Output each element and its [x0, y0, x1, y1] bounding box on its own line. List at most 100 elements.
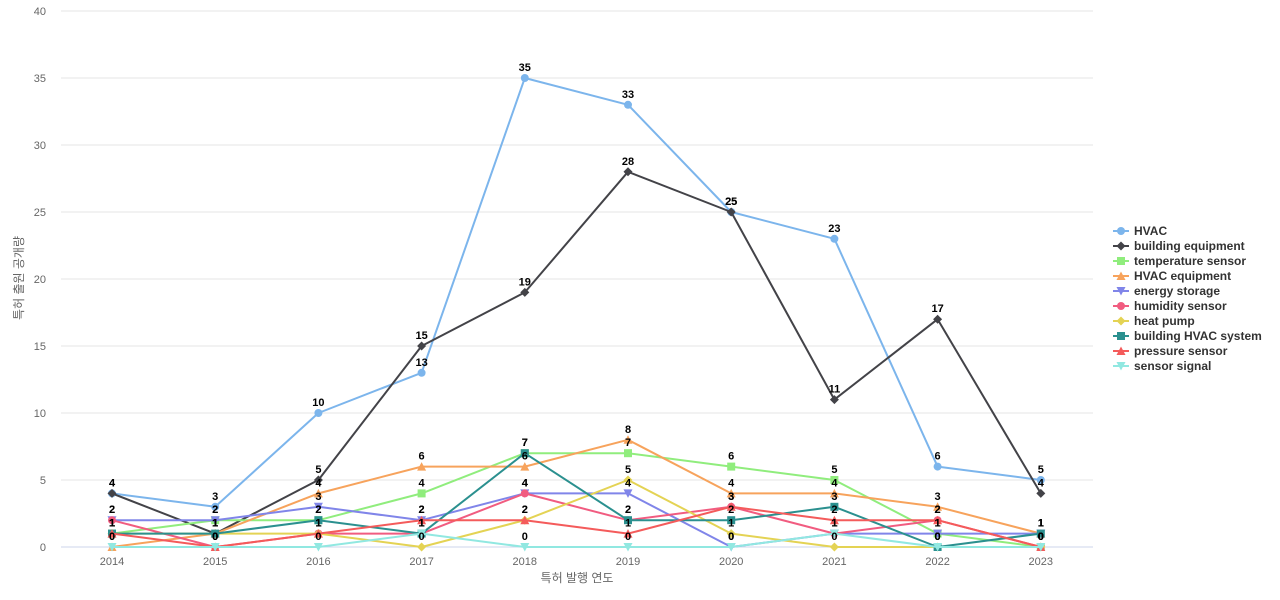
data-label: 0	[935, 531, 941, 543]
data-point	[933, 543, 943, 552]
data-label: 5	[625, 464, 631, 476]
data-label: 1	[935, 518, 941, 530]
data-point	[108, 516, 116, 525]
data-point	[933, 502, 943, 511]
data-point	[933, 462, 942, 471]
y-axis-ticks: 0 5 10 15 20 25 30 35 40	[34, 6, 46, 554]
data-label: 1	[315, 518, 321, 530]
data-point	[107, 488, 117, 498]
data-point	[933, 529, 943, 539]
data-point	[313, 475, 323, 485]
data-point	[829, 515, 839, 525]
x-tick-label: 2016	[306, 556, 330, 568]
x-tick-label: 2022	[925, 556, 949, 568]
data-label: 7	[522, 437, 528, 449]
data-point	[520, 515, 530, 525]
data-label: 1	[109, 518, 115, 530]
data-label: 17	[931, 303, 943, 315]
data-label: 8	[625, 424, 631, 436]
data-label: 3	[728, 491, 734, 503]
data-label: 7	[522, 437, 528, 449]
legend-item[interactable]: humidity sensor	[1113, 299, 1227, 313]
data-label: 2	[212, 504, 218, 516]
data-point	[623, 543, 633, 552]
data-label: 1	[1038, 518, 1044, 530]
legend-label: building equipment	[1134, 239, 1245, 253]
legend-item[interactable]: HVAC	[1113, 224, 1167, 238]
data-point	[726, 207, 736, 217]
data-label: 4	[109, 477, 116, 489]
legend-label: pressure sensor	[1134, 344, 1228, 358]
data-point	[726, 488, 736, 498]
data-point	[829, 529, 839, 539]
legend-item[interactable]: pressure sensor	[1113, 344, 1228, 358]
series-line	[112, 532, 1041, 548]
data-label: 0	[419, 531, 425, 543]
data-label: 1	[935, 518, 941, 530]
data-label: 2	[522, 504, 528, 516]
x-axis-title: 특허 발행 연도	[541, 570, 614, 585]
y-tick-label: 20	[34, 274, 46, 286]
data-point	[830, 476, 839, 484]
data-label: 1	[831, 518, 837, 530]
y-tick-label: 15	[34, 341, 46, 353]
legend-item[interactable]: building equipment	[1113, 239, 1245, 253]
data-label: 0	[1038, 531, 1044, 543]
data-point	[1036, 543, 1046, 552]
data-label: 0	[212, 531, 218, 543]
data-label: 1	[212, 518, 218, 530]
data-point	[417, 489, 426, 498]
data-point	[623, 489, 633, 498]
legend-item[interactable]: temperature sensor	[1113, 254, 1246, 268]
data-point	[726, 543, 736, 552]
legend-marker	[1117, 332, 1125, 340]
legend-item[interactable]: heat pump	[1113, 314, 1195, 328]
data-label: 1	[831, 518, 837, 530]
data-point	[726, 529, 736, 539]
data-label: 0	[1038, 531, 1044, 543]
data-point	[933, 314, 943, 324]
series-layer	[107, 74, 1046, 552]
legend-item[interactable]: sensor signal	[1113, 359, 1211, 373]
data-point	[624, 516, 632, 525]
data-label: 4	[109, 477, 116, 489]
data-point	[520, 489, 529, 498]
data-label: 0	[212, 531, 218, 543]
data-point	[624, 449, 632, 458]
data-point	[417, 529, 427, 539]
legend-label: energy storage	[1134, 284, 1220, 298]
series-line	[112, 479, 1041, 548]
legend-item[interactable]: HVAC equipment	[1113, 269, 1231, 283]
series-line	[111, 505, 1042, 548]
data-label: 6	[935, 451, 941, 463]
data-point	[313, 488, 323, 498]
data-label: 2	[625, 504, 631, 516]
data-label: 0	[522, 531, 528, 543]
data-label: 4	[315, 477, 322, 489]
legend-item[interactable]: energy storage	[1113, 284, 1220, 298]
data-point	[830, 502, 839, 511]
y-tick-label: 25	[34, 207, 46, 219]
data-label: 2	[315, 504, 321, 516]
data-point	[727, 516, 736, 525]
legend-label: HVAC	[1134, 224, 1167, 238]
data-label: 4	[522, 477, 529, 489]
data-point	[623, 435, 633, 444]
y-tick-label: 5	[40, 475, 46, 487]
legend-marker	[1116, 271, 1126, 280]
data-label: 3	[315, 491, 321, 503]
x-tick-label: 2019	[616, 556, 640, 568]
legend-marker	[1117, 227, 1125, 235]
data-label: 4	[728, 477, 735, 489]
legend-marker	[1117, 257, 1125, 265]
data-point	[829, 395, 839, 405]
series-line	[111, 77, 1041, 508]
data-label: 6	[728, 451, 734, 463]
legend-item[interactable]: building HVAC system	[1113, 329, 1262, 343]
data-point	[1036, 529, 1045, 538]
data-label: 7	[625, 437, 631, 449]
data-label: 1	[419, 518, 425, 530]
x-tick-label: 2023	[1029, 556, 1053, 568]
